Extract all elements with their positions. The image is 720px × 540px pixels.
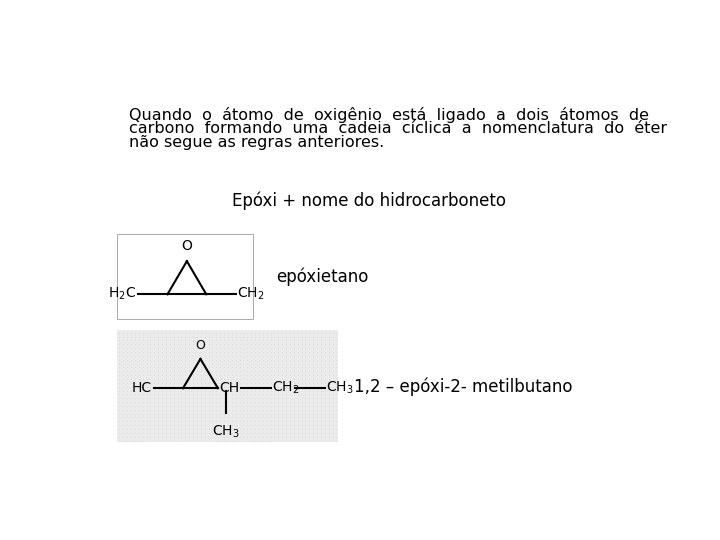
Text: epóxietano: epóxietano: [276, 267, 369, 286]
Bar: [117, 234, 253, 319]
Text: O: O: [181, 239, 192, 253]
Bar: [117, 330, 338, 442]
Text: CH$_2$: CH$_2$: [238, 286, 265, 302]
Text: Quando  o  átomo  de  oxigênio  está  ligado  a  dois  átomos  de: Quando o átomo de oxigênio está ligado a…: [129, 107, 649, 123]
Text: carbono  formando  uma  cadeia  cíclica  a  nomenclatura  do  éter: carbono formando uma cadeia cíclica a no…: [129, 121, 667, 136]
Text: CH$_3$: CH$_3$: [326, 380, 354, 396]
Text: H$_2$C: H$_2$C: [109, 286, 137, 302]
Text: 1,2 – epóxi-2- metilbutano: 1,2 – epóxi-2- metilbutano: [354, 377, 572, 395]
Text: não segue as regras anteriores.: não segue as regras anteriores.: [129, 135, 384, 150]
Text: Epóxi + nome do hidrocarboneto: Epóxi + nome do hidrocarboneto: [232, 192, 506, 211]
Text: CH$_2$: CH$_2$: [272, 380, 300, 396]
Text: CH$_3$: CH$_3$: [212, 423, 240, 440]
Text: HC: HC: [132, 381, 152, 395]
Text: O: O: [196, 339, 205, 352]
Text: CH: CH: [220, 381, 240, 395]
